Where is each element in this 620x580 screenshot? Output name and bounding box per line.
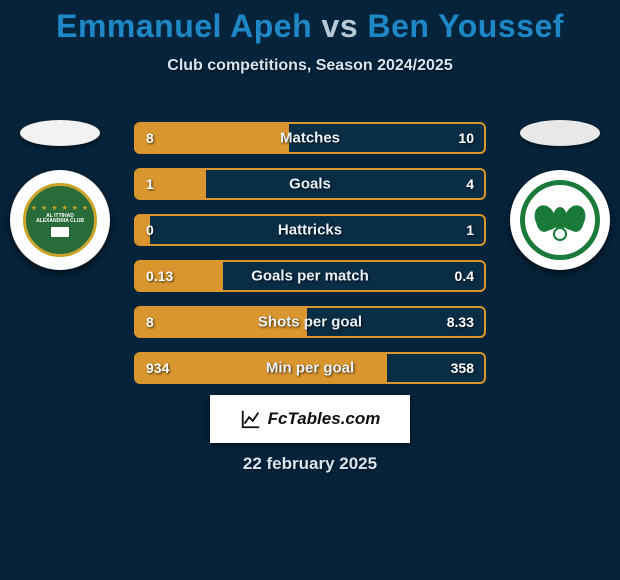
bar-right-value: 358 (451, 360, 474, 376)
bar-fill (136, 124, 289, 152)
bar-label: Min per goal (266, 360, 354, 377)
club2-badge (510, 170, 610, 270)
bar-label: Goals per match (251, 268, 369, 285)
bar-left-value: 934 (146, 360, 169, 376)
bar-label: Hattricks (278, 222, 342, 239)
player1-color-chip (20, 120, 100, 146)
right-side-col (510, 120, 610, 270)
club2-badge-inner (520, 180, 600, 260)
bar-row: 0.13 Goals per match 0.4 (134, 260, 486, 292)
club1-stars: ★ ★ ★ ★ ★ ★ (31, 204, 89, 212)
bar-left-value: 8 (146, 314, 154, 330)
bar-label: Matches (280, 130, 340, 147)
subtitle: Club competitions, Season 2024/2025 (0, 57, 620, 75)
bar-right-value: 4 (466, 176, 474, 192)
player1-name: Emmanuel Apeh (56, 8, 312, 44)
bar-left-value: 8 (146, 130, 154, 146)
brand-badge: FcTables.com (210, 395, 410, 443)
bar-right-value: 10 (458, 130, 474, 146)
bar-right-value: 0.4 (455, 268, 474, 284)
bar-left-value: 0.13 (146, 268, 173, 284)
vs-separator: vs (322, 8, 359, 44)
bar-label: Goals (289, 176, 331, 193)
bar-label: Shots per goal (258, 314, 362, 331)
bar-row: 934 Min per goal 358 (134, 352, 486, 384)
club1-badge-text: AL ITTIHADALEXANDRIA CLUB (36, 214, 84, 225)
club1-badge-inner: ★ ★ ★ ★ ★ ★ AL ITTIHADALEXANDRIA CLUB (23, 183, 97, 257)
brand-chart-icon (240, 408, 262, 430)
bar-row: 0 Hattricks 1 (134, 214, 486, 246)
left-side-col: ★ ★ ★ ★ ★ ★ AL ITTIHADALEXANDRIA CLUB (10, 120, 110, 270)
bar-row: 8 Matches 10 (134, 122, 486, 154)
comparison-bars: 8 Matches 10 1 Goals 4 0 Hattricks 1 0.13 Goals pe… (134, 122, 486, 384)
bar-right-value: 8.33 (447, 314, 474, 330)
player2-name: Ben Youssef (368, 8, 564, 44)
brand-text: FcTables.com (268, 409, 381, 429)
club1-flag-icon (51, 227, 69, 237)
bar-row: 8 Shots per goal 8.33 (134, 306, 486, 338)
bar-row: 1 Goals 4 (134, 168, 486, 200)
bar-left-value: 1 (146, 176, 154, 192)
bar-left-value: 0 (146, 222, 154, 238)
bar-right-value: 1 (466, 222, 474, 238)
player2-color-chip (520, 120, 600, 146)
date-line: 22 february 2025 (0, 454, 620, 474)
club1-badge: ★ ★ ★ ★ ★ ★ AL ITTIHADALEXANDRIA CLUB (10, 170, 110, 270)
eagle-icon (535, 201, 585, 239)
comparison-title: Emmanuel Apeh vs Ben Youssef (0, 0, 620, 45)
